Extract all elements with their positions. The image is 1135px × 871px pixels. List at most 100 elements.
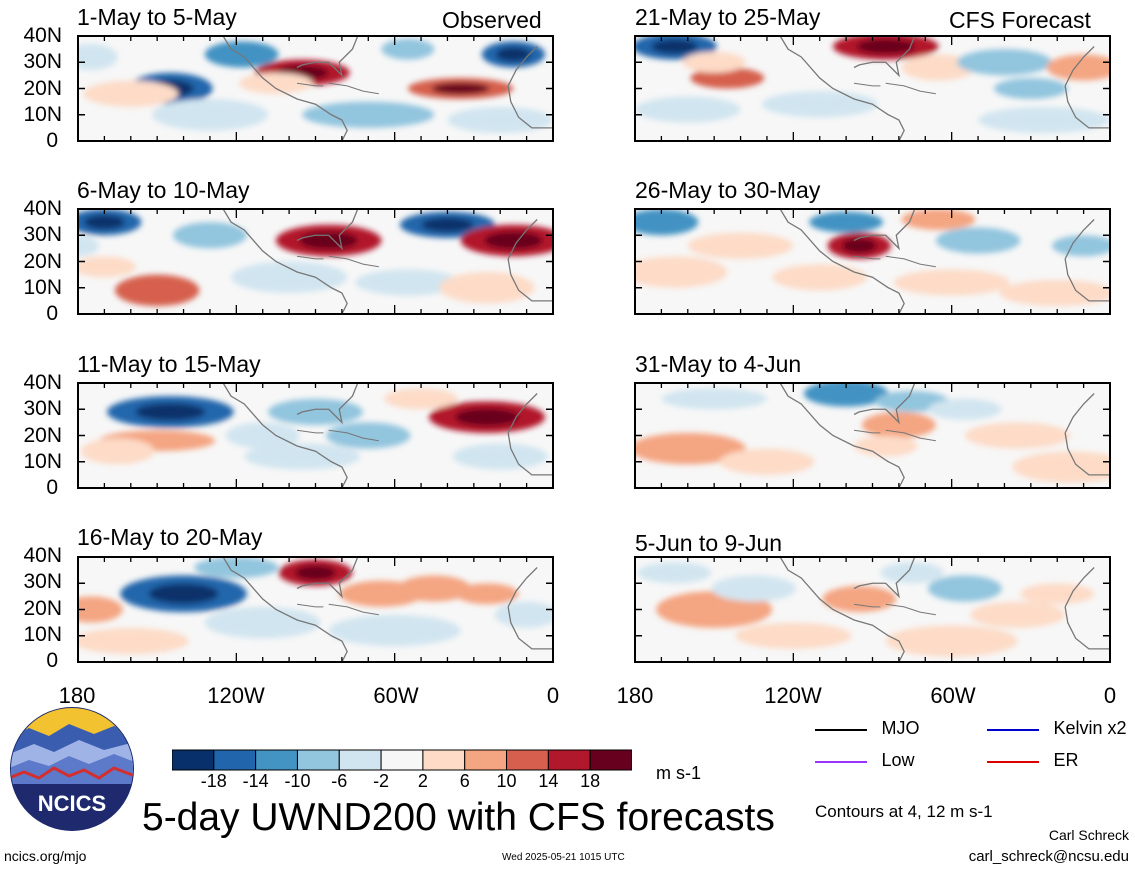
colorbar <box>172 749 632 771</box>
y-tick-label: 20N <box>23 250 62 273</box>
forecast-label: CFS Forecast <box>949 7 1091 33</box>
wind-anomaly <box>78 43 118 71</box>
coastline <box>1064 258 1110 302</box>
site-link[interactable]: ncics.org/mjo <box>4 848 87 864</box>
wind-anomaly <box>397 575 472 602</box>
panel-6 <box>634 208 1111 315</box>
legend-line-mjo <box>815 728 867 731</box>
x-tick-label: 120W <box>764 683 822 708</box>
coastline <box>853 82 881 87</box>
chart-title: 5-day UWND200 with CFS forecasts <box>142 796 775 839</box>
wind-anomaly <box>225 422 300 449</box>
wind-anomaly <box>711 575 796 602</box>
panel-1 <box>77 35 554 142</box>
colorbar-tick-label: -14 <box>242 771 269 791</box>
coastline <box>507 432 553 476</box>
y-tick-label: 40N <box>23 24 62 47</box>
contour-note: Contours at 4, 12 m s-1 <box>815 802 993 821</box>
legend-line-kelvin <box>987 728 1039 731</box>
legend-label-er: ER <box>1053 750 1079 770</box>
wind-anomaly <box>447 106 553 134</box>
coastline <box>779 383 905 488</box>
wind-field <box>635 36 1110 141</box>
wind-anomaly <box>204 41 279 68</box>
wind-core <box>841 238 877 253</box>
y-tick-label: 20N <box>23 597 62 620</box>
colorbar-tick-label: 6 <box>459 771 470 791</box>
wind-anomaly <box>854 435 918 457</box>
wind-anomaly <box>439 272 535 304</box>
y-tick-label: 40N <box>23 544 62 567</box>
coastline <box>1064 432 1110 476</box>
wind-core <box>148 583 219 604</box>
wind-anomaly <box>194 557 279 578</box>
coastline <box>328 429 379 442</box>
wind-anomaly <box>114 274 200 307</box>
coastline <box>1064 85 1110 129</box>
wind-core <box>496 47 531 62</box>
wind-field <box>78 36 553 141</box>
wind-anomaly <box>861 411 936 439</box>
wind-core <box>856 39 915 54</box>
wind-anomaly <box>78 235 100 257</box>
wind-anomaly <box>901 54 976 81</box>
coastline <box>853 557 916 599</box>
panel-4 <box>77 556 554 663</box>
wind-anomaly <box>880 562 944 584</box>
coastline <box>296 429 324 434</box>
wind-anomaly <box>637 562 712 584</box>
legend-line-er <box>987 760 1039 763</box>
coastline <box>779 209 905 314</box>
coastline <box>507 393 538 434</box>
colorbar-swatch <box>506 749 549 771</box>
coastline <box>296 209 359 251</box>
colorbar-swatch <box>338 749 382 771</box>
coastline <box>328 82 379 95</box>
y-tick-label: 30N <box>23 397 62 420</box>
coastline <box>222 36 348 141</box>
coastline <box>853 383 916 425</box>
wind-anomaly <box>326 422 411 449</box>
wind-anomaly <box>204 606 321 639</box>
wind-core <box>455 408 519 426</box>
y-tick-label: 0 <box>46 302 58 325</box>
coastline <box>507 219 538 260</box>
coastline <box>853 603 881 608</box>
colorbar-swatch <box>547 749 591 771</box>
colorbar-swatch <box>589 749 632 771</box>
coastline <box>296 383 359 425</box>
colorbar-tick-label: -10 <box>284 771 311 791</box>
y-tick-label: 10N <box>23 276 62 299</box>
wind-anomaly <box>151 99 268 131</box>
wind-anomaly <box>78 596 123 623</box>
y-tick-label: 10N <box>23 450 62 473</box>
colorbar-ticks: -18 -14 -10 -6 -2 2 6 10 14 18 <box>172 771 632 797</box>
coastline <box>1064 606 1110 650</box>
wind-anomaly <box>993 78 1068 99</box>
wind-field <box>635 383 1110 488</box>
y-tick-label: 30N <box>23 570 62 593</box>
panel-2 <box>77 208 554 315</box>
wind-anomaly <box>809 211 884 233</box>
colorbar-swatch <box>172 749 215 771</box>
author-email[interactable]: carl_schreck@ncsu.edu <box>968 848 1129 865</box>
panel-title-6: 26-May to 30-May <box>635 177 821 203</box>
legend-item-mjo: MJO <box>815 718 919 739</box>
colorbar-swatch <box>422 749 466 771</box>
coastline <box>507 258 553 302</box>
wind-anomaly <box>687 232 794 259</box>
y-tick-label: 30N <box>23 50 62 73</box>
wind-anomaly <box>1020 583 1095 605</box>
y-tick-label: 0 <box>46 476 58 499</box>
coastline <box>296 82 324 87</box>
colorbar-tick-label: 14 <box>538 771 559 791</box>
wind-anomaly <box>661 388 767 410</box>
coastline <box>328 255 379 268</box>
wind-field <box>78 557 553 662</box>
coastline <box>222 383 348 488</box>
wind-anomaly <box>935 227 1021 254</box>
wind-core <box>421 217 474 232</box>
panel-8 <box>634 556 1111 663</box>
wind-anomaly <box>381 38 435 60</box>
colorbar-swatch <box>255 749 298 771</box>
